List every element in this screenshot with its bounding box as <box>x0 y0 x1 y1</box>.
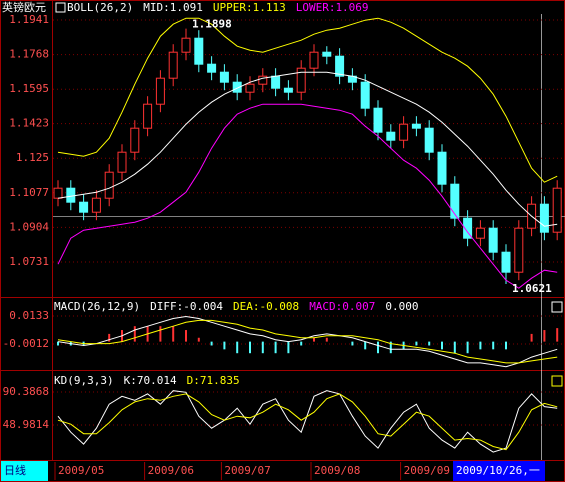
y-tick-label: 90.3868 <box>3 385 49 398</box>
indicator-title: BOLL(26,2) <box>67 1 133 14</box>
candle-body <box>232 81 242 93</box>
indicator-title: KD(9,3,3) <box>54 374 114 387</box>
annotation: 1.0621 <box>512 282 552 295</box>
candle-body <box>488 227 498 253</box>
panel-button[interactable] <box>551 375 563 387</box>
y-tick-label: 1.1941 <box>9 13 49 26</box>
candle-body <box>552 187 562 233</box>
y-tick-label: 1.0731 <box>9 255 49 268</box>
symbol: 英镑欧元 <box>2 0 46 14</box>
y-tick-label: 1.1595 <box>9 82 49 95</box>
period-box[interactable] <box>1 461 48 481</box>
cursor-date: 2009/10/26,一 <box>456 464 540 477</box>
candle-body <box>373 107 383 133</box>
x-tick-label: 2009/08 <box>314 464 360 477</box>
candle-body <box>399 123 409 141</box>
candle-body <box>335 55 345 77</box>
x-tick-label: 2009/05 <box>58 464 104 477</box>
y-tick-label: 1.1768 <box>9 48 49 61</box>
x-tick-label: 2009/09 <box>404 464 450 477</box>
indicator-title: MACD(26,12,9) <box>54 300 140 313</box>
x-tick-label: 2009/07 <box>224 464 270 477</box>
candle-body <box>168 51 178 79</box>
candle-body <box>91 197 101 213</box>
candle-body <box>271 75 281 89</box>
candle-body <box>207 63 217 73</box>
candle-body <box>424 127 434 153</box>
y-tick-label: 48.9814 <box>3 418 50 431</box>
series-line <box>57 71 558 227</box>
series-line <box>57 393 558 451</box>
candle-body <box>501 251 511 273</box>
cursor-date-box <box>453 461 545 481</box>
candle-body <box>245 83 255 93</box>
candle-body <box>322 51 332 57</box>
readout: LOWER:1.069 <box>296 1 369 14</box>
readout: K:70.014 <box>124 374 177 387</box>
readout: DEA:-0.008 <box>233 300 299 313</box>
readout: MID:1.091 <box>143 1 203 14</box>
candle-body <box>155 77 165 105</box>
candle-body <box>79 201 89 213</box>
readout: UPPER:1.113 <box>213 1 286 14</box>
series-line <box>57 319 558 364</box>
candle-body <box>117 151 127 173</box>
candle-body <box>53 187 63 199</box>
candle-body <box>143 103 153 129</box>
y-tick-label: 1.0904 <box>9 220 49 233</box>
panel-button[interactable] <box>551 301 563 313</box>
candle-body <box>181 37 191 53</box>
readout: DIFF:-0.004 <box>150 300 223 313</box>
candle-body <box>194 37 204 65</box>
readout: MACD:0.007 <box>309 300 375 313</box>
candle-body <box>296 67 306 93</box>
candle-body <box>437 151 447 185</box>
candle-body <box>539 203 549 233</box>
candle-body <box>450 183 460 219</box>
series-line <box>57 17 558 183</box>
y-tick-label: -0.0012 <box>3 337 49 350</box>
candle-body <box>386 131 396 141</box>
period-label: 日线 <box>4 463 26 477</box>
candle-body <box>463 217 473 239</box>
series-line <box>57 103 558 289</box>
candle-body <box>104 171 114 199</box>
annotation: 1.1898 <box>192 18 232 31</box>
candle-body <box>258 75 268 85</box>
candle-body <box>130 127 140 153</box>
y-tick-label: 1.1077 <box>9 186 49 199</box>
candle-body <box>309 51 319 69</box>
candle-body <box>411 123 421 129</box>
candle-body <box>360 81 370 109</box>
x-tick-label: 2009/06 <box>148 464 194 477</box>
candle-body <box>66 187 76 203</box>
readout: 0.000 <box>385 300 418 313</box>
y-tick-label: 1.125 <box>16 151 49 164</box>
y-tick-label: 1.1423 <box>9 117 49 130</box>
y-tick-label: 0.0133 <box>9 309 49 322</box>
readout: D:71.835 <box>187 374 240 387</box>
candle-body <box>475 227 485 239</box>
candle-body <box>283 87 293 93</box>
candle-body <box>514 227 524 273</box>
series-line <box>57 390 558 453</box>
indicator-icon[interactable] <box>55 2 66 13</box>
candle-body <box>219 71 229 83</box>
